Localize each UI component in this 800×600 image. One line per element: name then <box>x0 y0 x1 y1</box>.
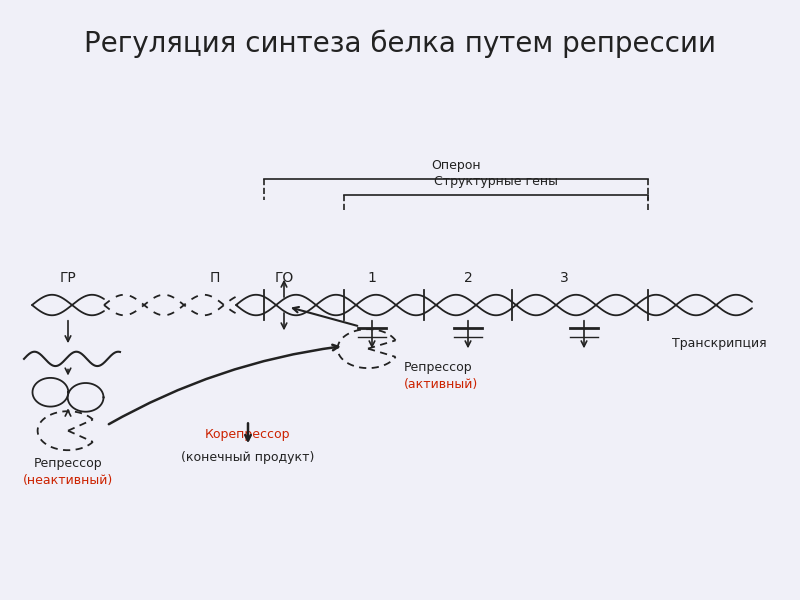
Text: ГР: ГР <box>60 271 76 284</box>
Text: 1: 1 <box>367 271 377 284</box>
Text: Регуляция синтеза белка путем репрессии: Регуляция синтеза белка путем репрессии <box>84 29 716 58</box>
Text: Структурные гены: Структурные гены <box>434 175 558 188</box>
Text: (активный): (активный) <box>404 378 478 391</box>
Text: (конечный продукт): (конечный продукт) <box>182 451 314 464</box>
Text: Транскрипция: Транскрипция <box>672 337 766 350</box>
Text: Оперон: Оперон <box>431 158 481 172</box>
Text: П: П <box>210 271 219 284</box>
Text: Репрессор: Репрессор <box>404 361 473 374</box>
Text: Корепрессор: Корепрессор <box>206 428 290 441</box>
Text: ГО: ГО <box>274 271 294 284</box>
Text: (неактивный): (неактивный) <box>23 474 113 487</box>
Text: Репрессор: Репрессор <box>34 457 102 470</box>
Text: 3: 3 <box>560 271 568 284</box>
Text: 2: 2 <box>464 271 472 284</box>
